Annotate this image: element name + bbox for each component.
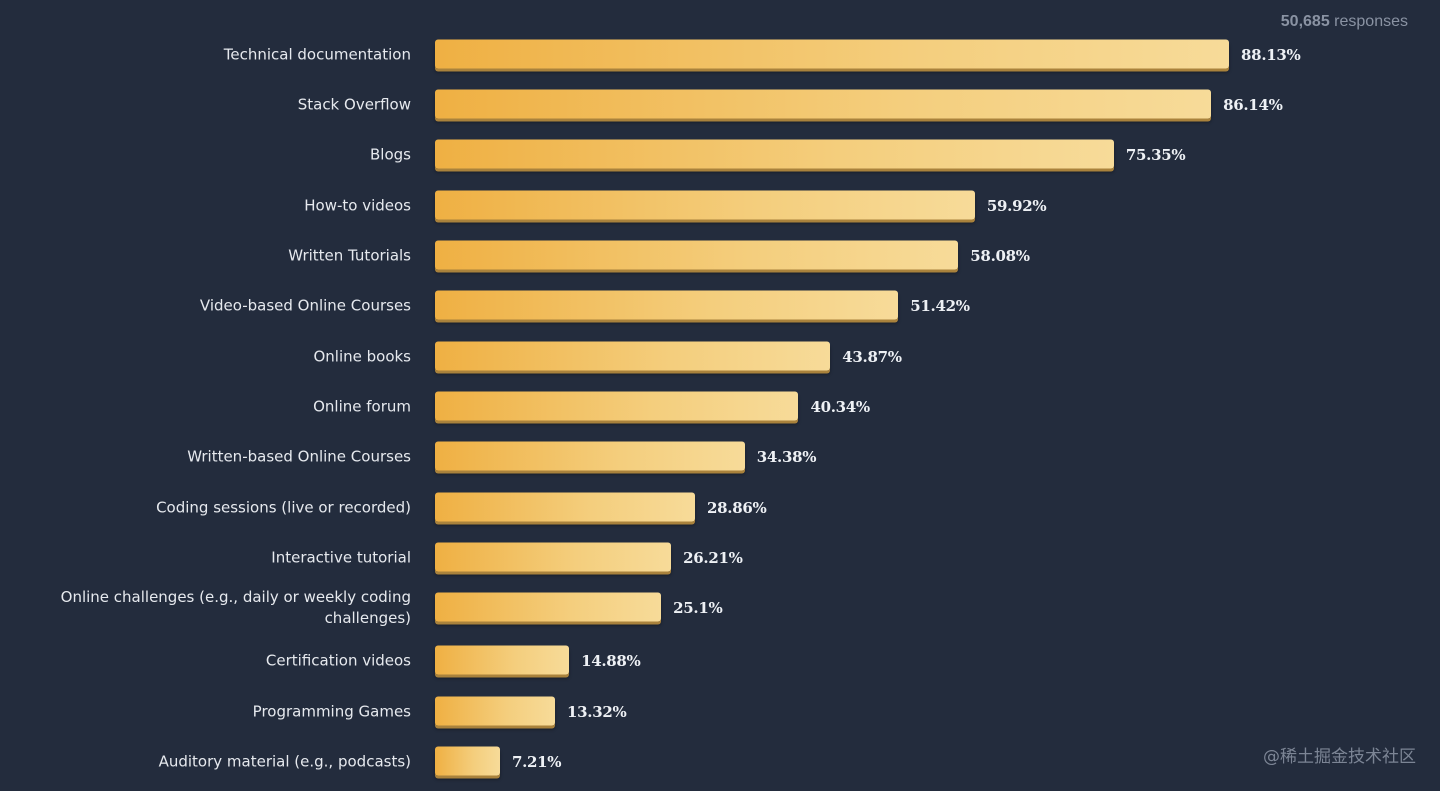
category-label: Written Tutorials bbox=[288, 246, 411, 265]
value-label: 51.42% bbox=[910, 297, 970, 315]
bar bbox=[435, 492, 696, 522]
bar bbox=[435, 696, 555, 726]
value-label: 13.32% bbox=[567, 703, 627, 721]
category-label: Online forum bbox=[313, 397, 411, 416]
bar bbox=[435, 645, 570, 675]
value-label: 14.88% bbox=[581, 652, 641, 670]
category-label: Online books bbox=[313, 347, 411, 366]
category-label: Video-based Online Courses bbox=[199, 296, 411, 315]
category-label: Auditory material (e.g., podcasts) bbox=[158, 752, 411, 771]
category-label: How-to videos bbox=[304, 196, 411, 215]
value-label: 43.87% bbox=[842, 348, 902, 366]
category-label: Stack Overflow bbox=[297, 95, 411, 114]
bar bbox=[435, 39, 1230, 69]
bar bbox=[435, 391, 799, 421]
category-label: Programming Games bbox=[252, 702, 411, 721]
value-label: 86.14% bbox=[1223, 96, 1283, 114]
category-label: Written-based Online Courses bbox=[187, 447, 411, 466]
bar bbox=[435, 240, 959, 270]
bar bbox=[435, 746, 500, 776]
watermark: @稀土掘金技术社区 bbox=[1263, 747, 1416, 767]
bar bbox=[435, 290, 899, 320]
value-label: 25.1% bbox=[673, 599, 723, 617]
bar bbox=[435, 341, 831, 371]
value-label: 34.38% bbox=[756, 448, 817, 466]
category-label: Online challenges (e.g., daily or weekly… bbox=[60, 588, 411, 627]
value-label: 28.86% bbox=[707, 499, 767, 517]
responses-number: 50,685 bbox=[1280, 13, 1330, 30]
category-label: Technical documentation bbox=[223, 45, 411, 64]
responses-count: 50,685 responses bbox=[1281, 13, 1408, 31]
value-label: 88.13% bbox=[1241, 46, 1301, 64]
bar bbox=[435, 89, 1212, 119]
category-label: Blogs bbox=[370, 145, 411, 164]
value-label: 75.35% bbox=[1125, 146, 1186, 164]
category-label: Certification videos bbox=[265, 651, 411, 670]
category-label: Coding sessions (live or recorded) bbox=[156, 498, 411, 517]
value-label: 7.21% bbox=[511, 753, 562, 771]
bar bbox=[435, 139, 1114, 169]
bar bbox=[435, 441, 745, 471]
bar bbox=[435, 542, 672, 572]
category-label: Interactive tutorial bbox=[271, 548, 411, 567]
value-label: 26.21% bbox=[683, 549, 743, 567]
value-label: 40.34% bbox=[810, 398, 870, 416]
value-label: 58.08% bbox=[970, 247, 1030, 265]
responses-label: responses bbox=[1334, 13, 1408, 30]
value-label: 59.92% bbox=[986, 197, 1047, 215]
bar bbox=[435, 592, 662, 622]
bar bbox=[435, 190, 975, 220]
